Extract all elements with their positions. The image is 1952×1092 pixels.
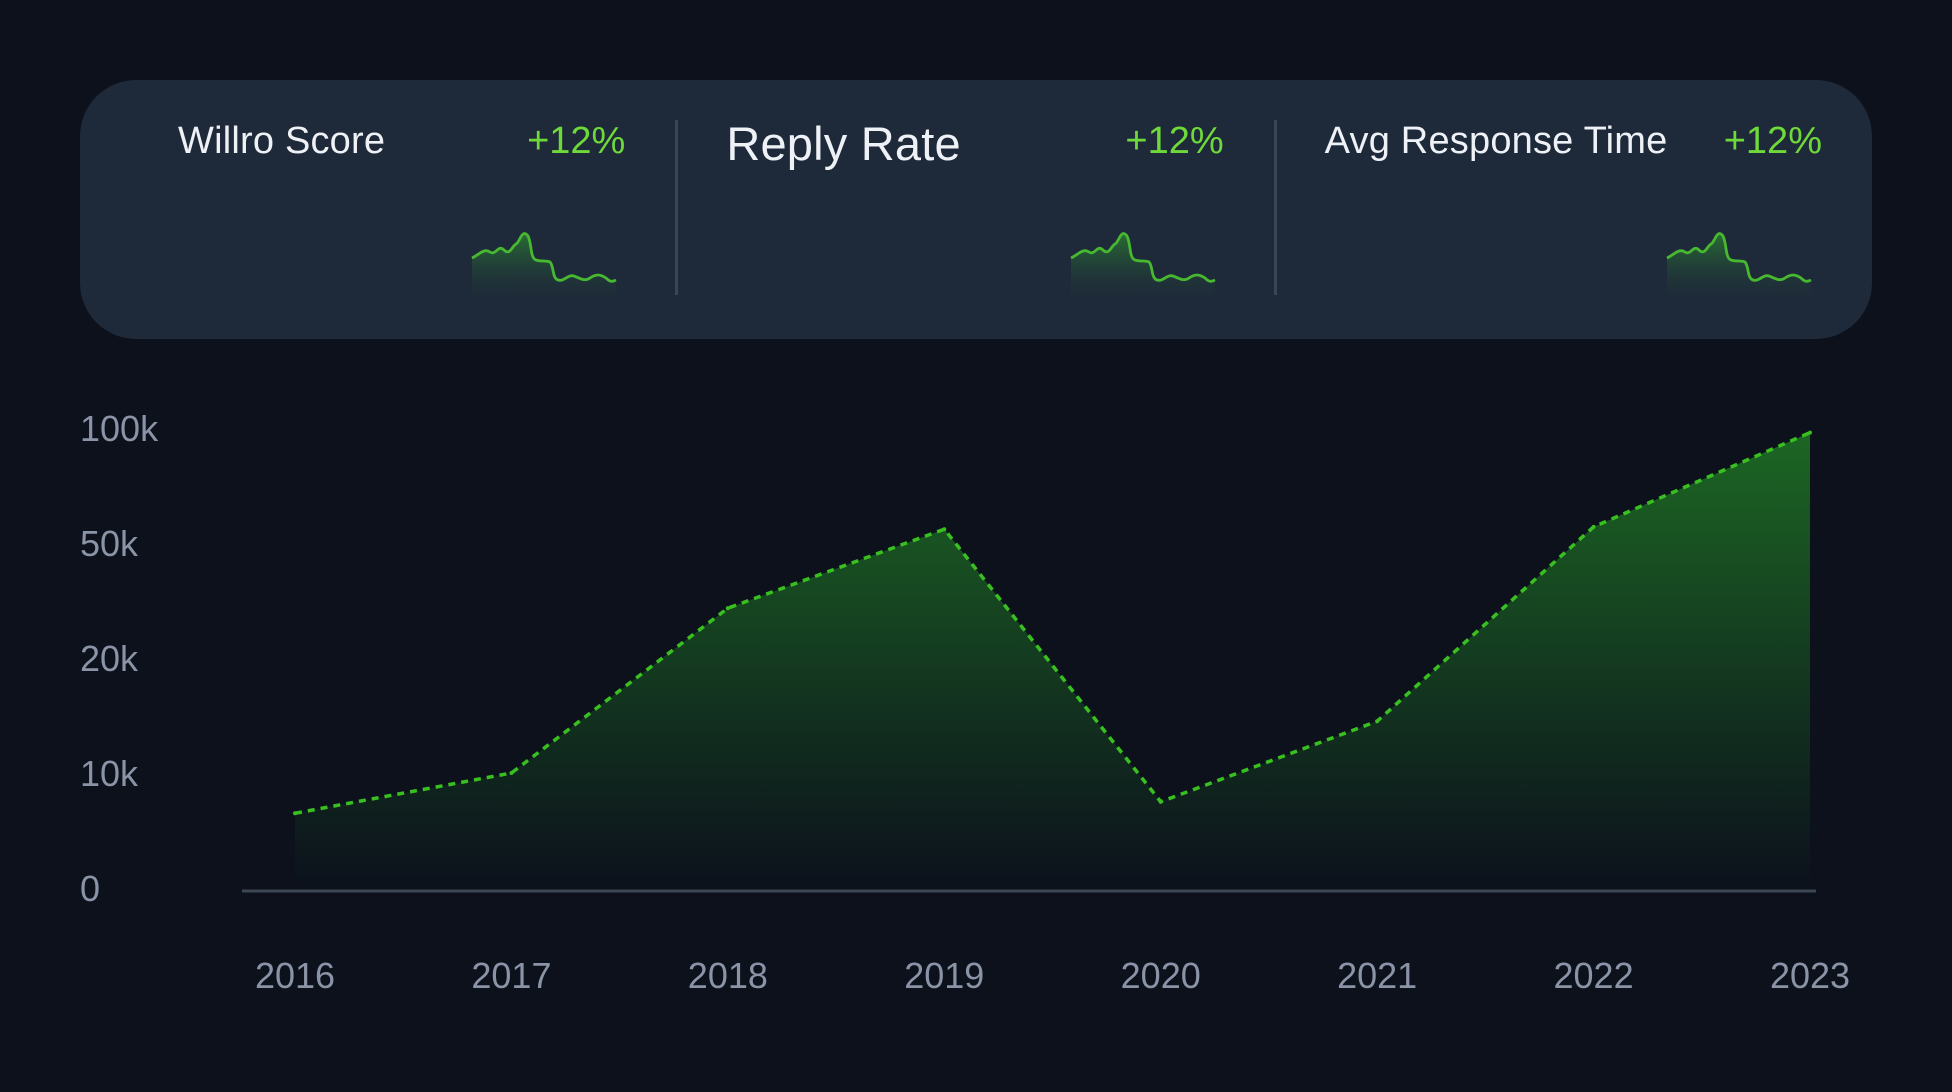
stat-change: +12% (527, 120, 626, 162)
sparkline (1666, 232, 1812, 310)
area-fill (295, 432, 1810, 888)
data-point-2020[interactable] (1158, 799, 1163, 804)
x-tick-label: 2022 (1554, 955, 1634, 996)
sparkline (471, 232, 617, 310)
data-point-2023[interactable] (1808, 430, 1812, 435)
sparkline-line (1666, 232, 1812, 283)
stat-willro-score[interactable]: Willro Score +12% (130, 120, 675, 310)
stat-title: Willro Score (178, 120, 386, 162)
x-tick-label: 2021 (1337, 955, 1417, 996)
stats-card: Willro Score +12% Reply Rate +12% Avg Re… (80, 80, 1872, 339)
data-point-2021[interactable] (1375, 719, 1380, 724)
stat-title: Avg Response Time (1324, 120, 1668, 162)
x-tick-label: 2020 (1121, 955, 1201, 996)
data-point-2019[interactable] (942, 527, 947, 532)
sparkline-fill (472, 233, 617, 310)
x-tick-label: 2019 (904, 955, 984, 996)
y-axis: 0 10k 20k 50k 100k (80, 408, 159, 909)
sparkline-line (471, 232, 617, 283)
y-tick-label: 10k (80, 753, 139, 794)
x-tick-label: 2023 (1770, 955, 1850, 996)
x-tick-label: 2016 (255, 955, 335, 996)
x-axis: 2016 2017 2018 2019 2020 2021 2022 2023 (255, 955, 1850, 996)
stat-title: Reply Rate (726, 117, 961, 170)
stat-change: +12% (1723, 120, 1822, 162)
stat-change: +12% (1125, 120, 1224, 162)
stat-reply-rate[interactable]: Reply Rate +12% (675, 117, 1273, 310)
y-tick-label: 50k (80, 523, 139, 564)
y-tick-label: 0 (80, 868, 100, 909)
y-tick-label: 100k (80, 408, 159, 449)
sparkline-line (1069, 232, 1216, 283)
data-point-2018[interactable] (725, 606, 730, 611)
sparkline (1069, 232, 1216, 310)
stat-avg-response-time[interactable]: Avg Response Time +12% (1273, 120, 1822, 310)
data-point-2016[interactable] (293, 811, 297, 816)
x-tick-label: 2017 (471, 955, 551, 996)
y-tick-label: 20k (80, 638, 139, 679)
area-series (293, 430, 1812, 888)
x-tick-label: 2018 (688, 955, 768, 996)
data-point-2022[interactable] (1591, 524, 1596, 529)
sparkline-fill (1666, 233, 1811, 310)
data-point-2017[interactable] (509, 771, 514, 775)
sparkline-fill (1070, 233, 1215, 310)
series-line (294, 430, 1811, 815)
area-chart: 0 10k 20k 50k 100k 2016 2017 2018 2019 2020 2021 2… (0, 380, 1952, 1092)
